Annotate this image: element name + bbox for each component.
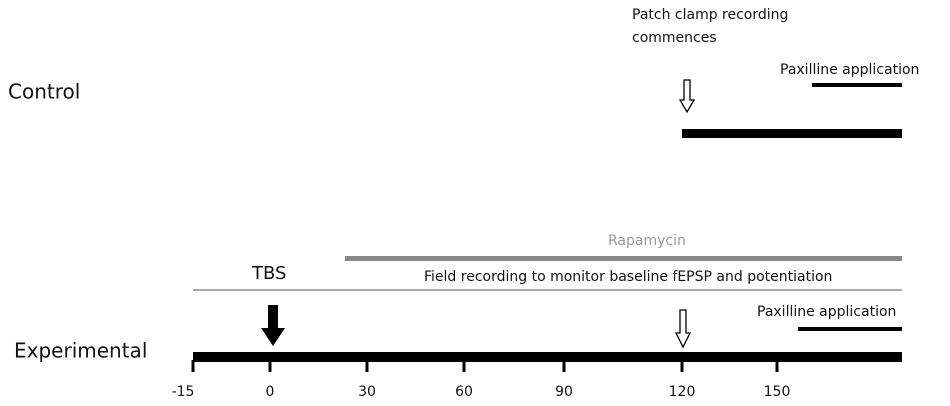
tick-label: 0 xyxy=(266,384,275,400)
patch-note: Patch clamp recording xyxy=(632,7,788,23)
axis-ticks: -15 0 30 60 90 120 150 xyxy=(172,360,791,400)
tbs-arrow xyxy=(261,305,285,346)
tick-label: -15 xyxy=(172,384,195,400)
hollow-arrow xyxy=(678,79,696,114)
recording-bar xyxy=(682,129,902,138)
control-label: Control xyxy=(8,80,80,104)
paxilline-label: Paxilline application xyxy=(780,62,919,78)
tick-label: 30 xyxy=(358,384,376,400)
field-line xyxy=(193,289,902,291)
paxilline-bar xyxy=(798,327,902,331)
rapamycin-label: Rapamycin xyxy=(608,233,686,249)
patch-note: commences xyxy=(632,30,717,46)
tick-label: 60 xyxy=(455,384,473,400)
tick-label: 120 xyxy=(669,384,696,400)
tick-label: 90 xyxy=(555,384,573,400)
rapamycin-bar xyxy=(345,256,902,261)
hollow-arrow xyxy=(674,309,692,349)
experimental-label: Experimental xyxy=(14,339,147,363)
time-axis xyxy=(193,352,902,362)
paxilline-bar xyxy=(812,83,902,87)
tick-label: 150 xyxy=(764,384,791,400)
tbs-label: TBS xyxy=(251,263,286,284)
paxilline-label: Paxilline application xyxy=(757,304,896,320)
field-note: Field recording to monitor baseline fEPS… xyxy=(424,269,832,285)
